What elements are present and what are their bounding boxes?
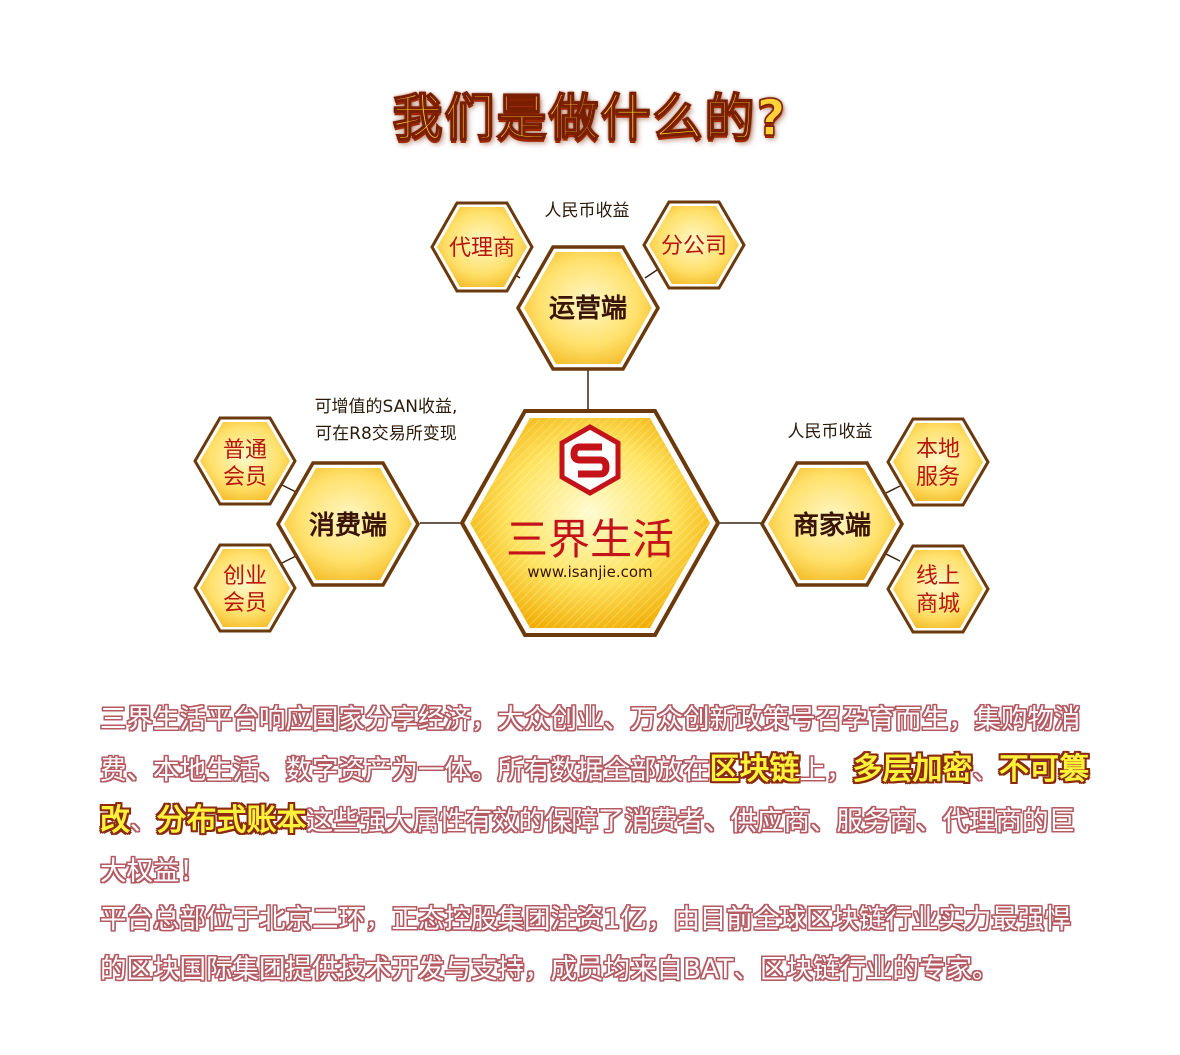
consumer-label: 消费端 bbox=[309, 511, 387, 541]
startup-member-line1: 创业 bbox=[223, 564, 267, 589]
operations-hexagon bbox=[515, 245, 661, 371]
highlight-tamper-proof: 不可篡改 bbox=[100, 752, 1089, 838]
brand-name: 三界生活 bbox=[506, 515, 674, 564]
online-mall-line2: 商城 bbox=[916, 592, 960, 617]
brand-url: www.isanjie.com bbox=[527, 563, 652, 581]
operations-note: 人民币收益 bbox=[545, 201, 630, 221]
intro-paragraph: 三界生活平台响应国家分享经济，大众创业、万众创新政策号召孕育而生，集购物消费、本… bbox=[100, 695, 1090, 897]
startup-member-line2: 会员 bbox=[223, 591, 267, 616]
highlight-multilayer-encryption: 多层加密 bbox=[852, 752, 973, 787]
connector-merchant-online bbox=[885, 553, 901, 562]
branch-hexagon bbox=[642, 200, 746, 290]
regular-member-line1: 普通 bbox=[223, 438, 267, 463]
intro-text-5: 这些强大属性有效的保障了消费者、供应商、服务商、代理商的巨大权益！ bbox=[100, 806, 1075, 887]
agent-hexagon bbox=[430, 201, 534, 293]
startup-member-hexagon bbox=[193, 543, 297, 633]
connector-merchant-local bbox=[885, 485, 901, 494]
intro-text-1: 三界生活平台响应国家分享经济，大众创业、万众创新政策号召孕育而生，集购物消费、本… bbox=[100, 704, 1081, 786]
page-title: 我们是做什么的? bbox=[392, 88, 788, 148]
online-mall-hexagon bbox=[886, 544, 990, 634]
highlight-blockchain: 区块链 bbox=[709, 752, 800, 787]
branch-label: 分公司 bbox=[661, 234, 727, 259]
connector-consumer-startup bbox=[281, 555, 297, 564]
consumer-hexagon bbox=[275, 461, 421, 587]
highlight-distributed-ledger: 分布式账本 bbox=[156, 803, 307, 838]
local-service-line1: 本地 bbox=[916, 437, 960, 462]
headquarters-paragraph: 平台总部位于北京二环，正态控股集团注资1亿，由目前全球区块链行业实力最强悍的区块… bbox=[100, 904, 1071, 985]
intro-text-2: 上， bbox=[799, 755, 853, 786]
online-mall-line1: 线上 bbox=[916, 564, 960, 589]
center-hexagon bbox=[459, 409, 721, 637]
platform-diagram: 三界生活 www.isanjie.com 运营端 代理商 分公司 人民币收益 消… bbox=[193, 200, 990, 637]
operations-label: 运营端 bbox=[549, 294, 627, 324]
agent-label: 代理商 bbox=[449, 236, 515, 261]
logo-icon bbox=[559, 424, 621, 496]
local-service-hexagon bbox=[886, 417, 990, 507]
local-service-line2: 服务 bbox=[916, 465, 960, 490]
connector-consumer-regular bbox=[281, 484, 297, 493]
intro-text-4: 、 bbox=[130, 806, 157, 837]
merchant-hexagon bbox=[759, 461, 905, 587]
merchant-note: 人民币收益 bbox=[788, 422, 873, 442]
merchant-label: 商家端 bbox=[793, 510, 871, 541]
regular-member-line2: 会员 bbox=[223, 465, 267, 490]
consumer-note-line1: 可增值的SAN收益, bbox=[315, 397, 458, 417]
consumer-note-line2: 可在R8交易所变现 bbox=[315, 424, 457, 444]
intro-text-3: 、 bbox=[972, 755, 1000, 786]
regular-member-hexagon bbox=[193, 416, 297, 506]
